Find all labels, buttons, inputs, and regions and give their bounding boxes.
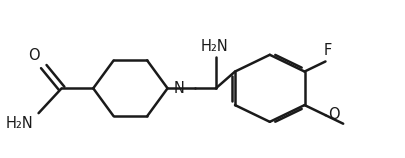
Text: F: F — [323, 43, 331, 58]
Text: O: O — [28, 49, 39, 64]
Text: N: N — [174, 81, 185, 96]
Text: H₂N: H₂N — [201, 39, 229, 54]
Text: H₂N: H₂N — [5, 116, 33, 131]
Text: O: O — [328, 107, 340, 122]
